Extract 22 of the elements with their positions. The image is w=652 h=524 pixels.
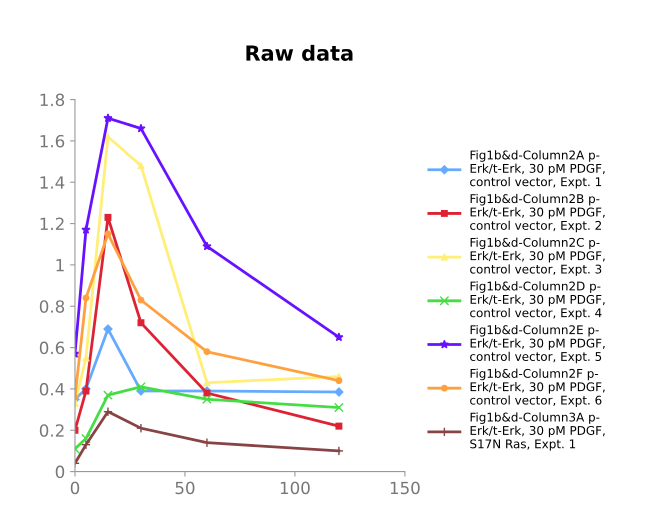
x-tick-label: 0	[70, 482, 80, 494]
legend-label: Fig1b&d-Column2B p-Erk/t-Erk, 30 pM PDGF, control vector, Expt. 2	[470, 194, 605, 232]
y-tick-label: 0.8	[40, 300, 64, 313]
y-tick-label: 0.6	[40, 342, 64, 354]
chart-title: Raw data	[246, 44, 352, 61]
y-tick-label: 1.8	[40, 94, 64, 106]
y-tick-label: 0.2	[40, 424, 64, 437]
legend-label: Fig1b&d-Column2A p-Erk/t-Erk, 30 pM PDGF, control vector, Expt. 1	[470, 150, 605, 189]
y-tick-label: 1.4	[40, 176, 64, 189]
y-tick-label: 1	[56, 259, 64, 272]
legend-label: Fig1b&d-Column2C p-Erk/t-Erk, 30 pM PDGF, control vector, Expt. 3	[470, 238, 605, 276]
legend-label: Fig1b&d-Column2D p-Erk/t-Erk, 30 pM PDGF, control vector, Expt. 4	[470, 281, 605, 320]
y-tick-label: 0	[56, 466, 64, 478]
x-tick-label: 100	[280, 482, 310, 494]
y-tick-label: 1.6	[40, 134, 64, 148]
y-tick-label: 0.4	[40, 382, 64, 396]
legend-label: Fig1b&d-Column2E p-Erk/t-Erk, 30 pM PDGF, control vector, Expt. 5	[470, 324, 605, 364]
y-tick-label: 1.2	[40, 218, 64, 230]
x-tick-label: 50	[176, 482, 194, 494]
legend-label: Fig1b&d-Column2F p-Erk/t-Erk, 30 pM PDGF, control vector, Expt. 6	[470, 368, 605, 407]
x-tick-label: 150	[390, 482, 420, 494]
legend-label: Fig1b&d-Column3A p-Erk/t-Erk, 30 pM PDGF, S17N Ras, Expt. 1	[470, 412, 605, 451]
